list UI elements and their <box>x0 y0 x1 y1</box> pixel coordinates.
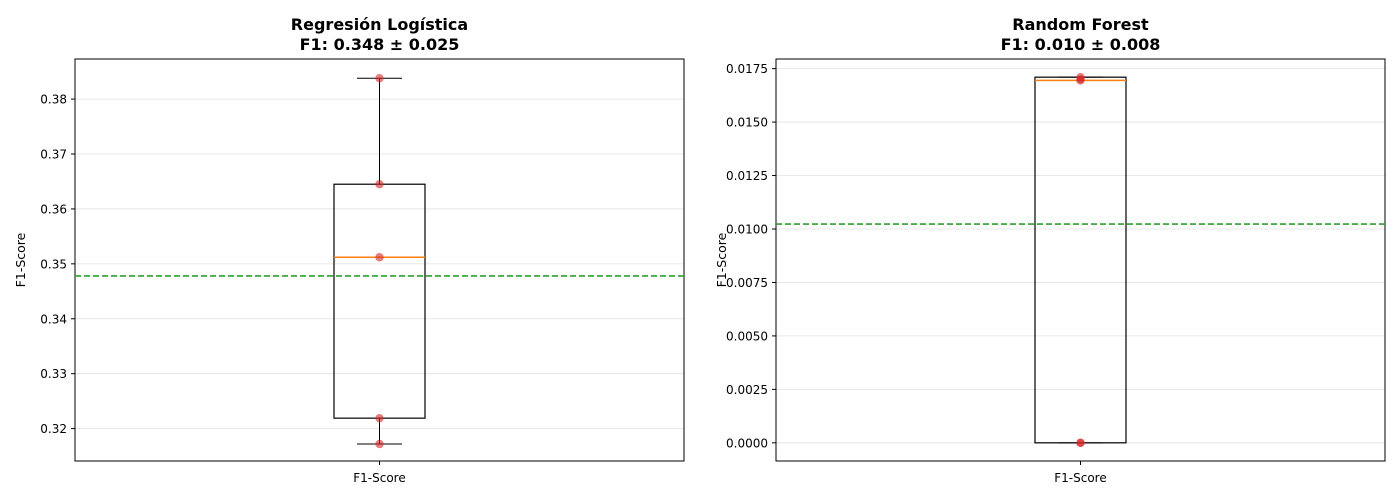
y-tick-label: 0.37 <box>40 148 67 162</box>
chart-title: Regresión Logística <box>291 15 468 34</box>
box <box>1034 76 1127 444</box>
y-axis-label: F1-Score <box>13 232 28 287</box>
data-point <box>375 439 384 449</box>
box <box>333 183 426 419</box>
y-tick-label: 0.32 <box>40 422 67 436</box>
y-tick-label: 0.0050 <box>726 329 768 343</box>
y-tick-label: 0.0100 <box>726 222 768 236</box>
y-tick-label: 0.0125 <box>726 169 768 183</box>
y-tick-label: 0.0075 <box>726 276 768 290</box>
y-tick-label: 0.35 <box>40 257 67 271</box>
y-tick-label: 0.0175 <box>726 62 768 76</box>
x-tick-label: F1-Score <box>353 471 405 485</box>
data-point <box>1076 438 1085 448</box>
y-tick-label: 0.0000 <box>726 436 768 450</box>
chart-title: Random Forest <box>1012 15 1149 34</box>
chart-subtitle: F1: 0.348 ± 0.025 <box>300 35 460 54</box>
data-point <box>1076 76 1085 85</box>
y-tick-label: 0.0150 <box>726 116 768 130</box>
y-tick-label: 0.34 <box>40 312 67 326</box>
panel-1: 0.32 0.33 0.34 0.35 0.36 0.37 0.38 F1-Score F1-S… <box>13 15 685 485</box>
panel-2: 0.0000 0.0025 0.0050 0.0075 0.0100 0.0125 0.01… <box>714 15 1386 485</box>
y-tick-label: 0.33 <box>40 367 67 381</box>
data-point <box>375 74 384 83</box>
axes-frame <box>775 58 1386 462</box>
data-point <box>375 413 384 423</box>
data-point <box>375 180 384 189</box>
y-tick-label: 0.0025 <box>726 383 768 397</box>
x-tick-label: F1-Score <box>1054 471 1106 485</box>
chart-subtitle: F1: 0.010 ± 0.008 <box>1001 35 1161 54</box>
data-point <box>375 253 384 262</box>
y-tick-label: 0.38 <box>40 93 67 107</box>
y-tick-label: 0.36 <box>40 202 67 216</box>
y-axis-label: F1-Score <box>714 232 729 287</box>
